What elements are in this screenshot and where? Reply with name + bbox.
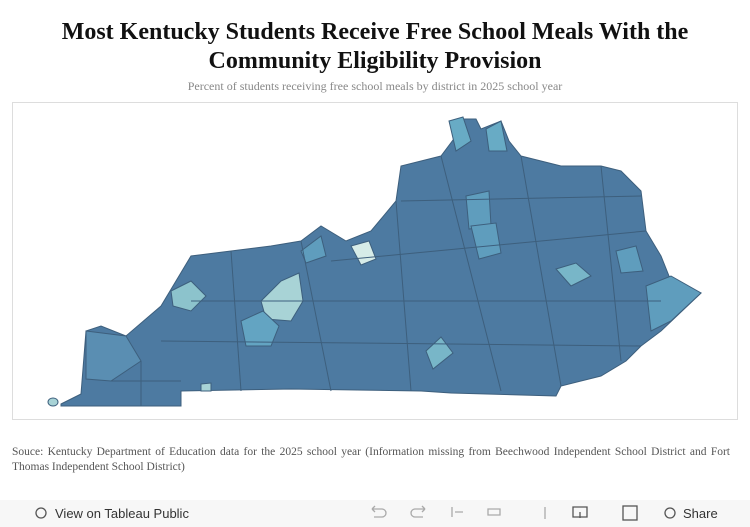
fullscreen-icon[interactable] (622, 505, 638, 521)
district-border (330, 230, 647, 262)
undo-icon[interactable] (371, 505, 387, 518)
district (170, 280, 207, 312)
map (47, 116, 702, 407)
map-frame (12, 102, 738, 420)
district (555, 262, 592, 287)
share-icon[interactable] (664, 507, 676, 519)
district-border (400, 195, 642, 202)
district (425, 336, 454, 370)
district-border (600, 165, 622, 362)
district-border (440, 155, 502, 392)
district-border (300, 240, 332, 392)
title: Most Kentucky Students Receive Free Scho… (61, 19, 689, 74)
district (47, 397, 59, 407)
district (200, 382, 212, 392)
toolbar-icons (35, 505, 676, 521)
district (85, 330, 142, 382)
district (615, 245, 644, 274)
source-note: Souce: Kentucky Department of Education … (12, 446, 730, 473)
district-border (520, 155, 562, 387)
view-link[interactable]: View on Tableau Public (55, 506, 189, 521)
refresh-icon[interactable] (487, 508, 501, 516)
revert-icon[interactable] (451, 507, 463, 517)
download-icon[interactable] (572, 506, 588, 518)
district-border (160, 340, 642, 347)
share-button[interactable]: Share (683, 506, 718, 521)
district (465, 190, 492, 230)
district (485, 120, 508, 152)
tableau-icon (35, 507, 47, 519)
state-shape (60, 118, 702, 407)
district (470, 222, 502, 260)
district-border (230, 250, 242, 392)
subtitle: Percent of students receiving free schoo… (187, 79, 563, 93)
district-border (395, 200, 412, 392)
toolbar: View on Tableau Public Share (0, 500, 750, 527)
redo-icon[interactable] (410, 505, 426, 518)
district (645, 275, 702, 332)
district (448, 116, 472, 152)
